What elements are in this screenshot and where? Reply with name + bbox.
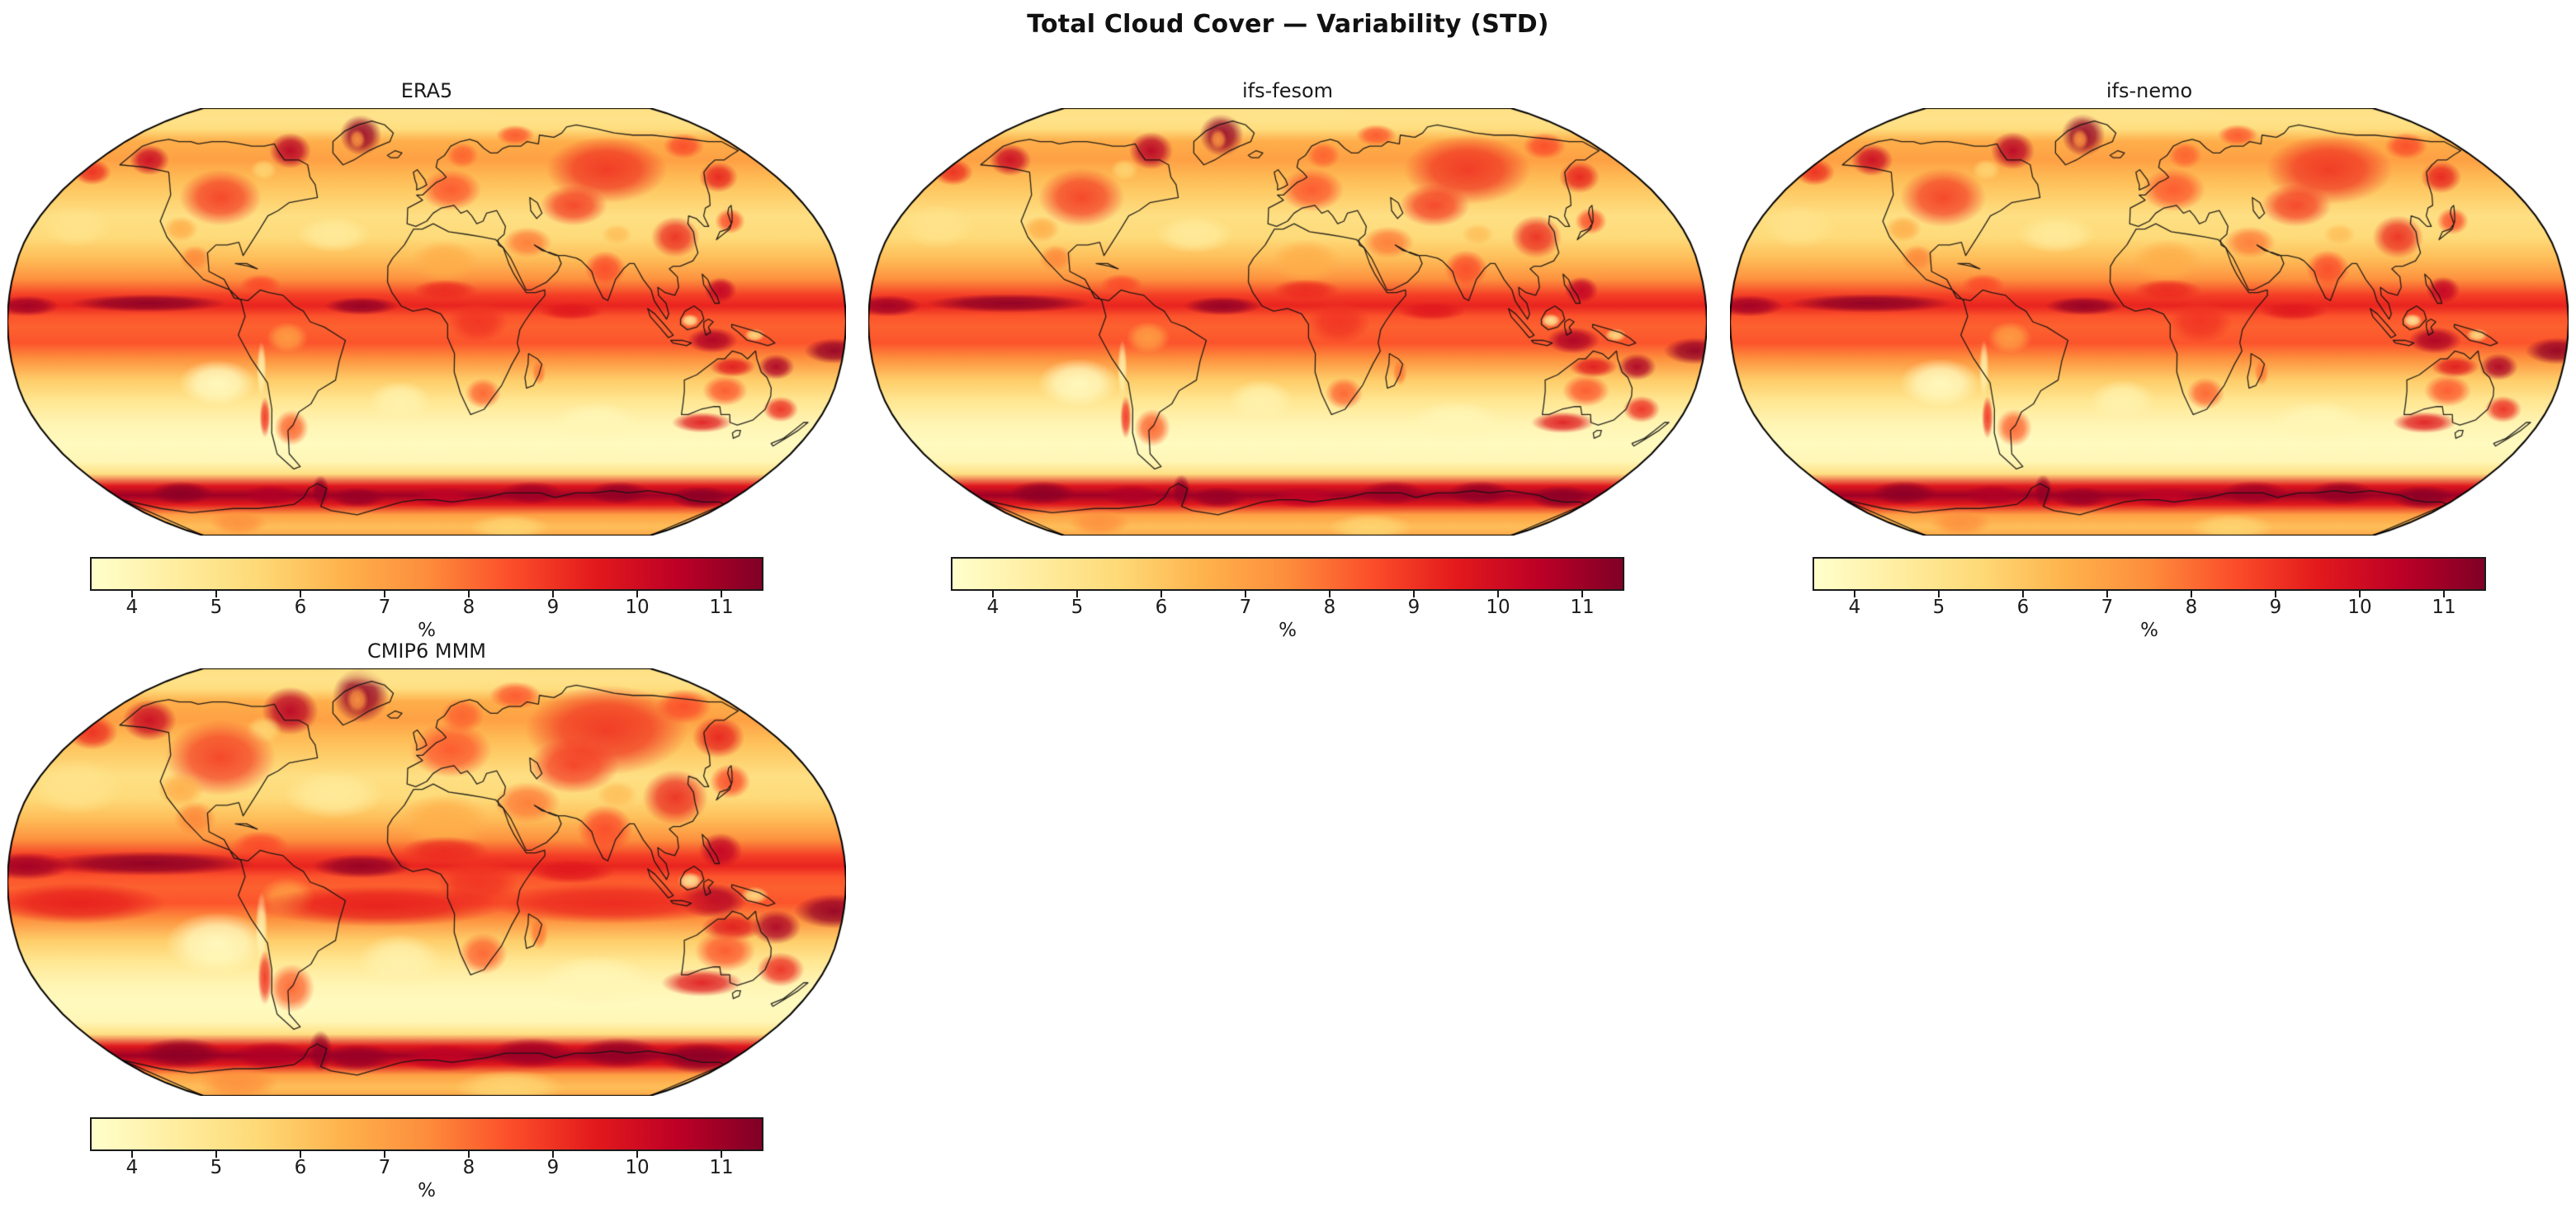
colorbar-tick-label: 10 — [1486, 597, 1510, 618]
colorbar-tick-mark — [1854, 591, 1855, 597]
colorbar-tick-label: 5 — [1932, 597, 1945, 618]
colorbar-tick-label: 5 — [1071, 597, 1084, 618]
colorbar-tick-mark — [1413, 591, 1415, 597]
ifs-fesom-colorbar-unit-label: % — [1279, 620, 1297, 641]
colorbar-tick-mark — [721, 1151, 722, 1158]
colorbar-tick-mark — [2106, 591, 2108, 597]
colorbar-tick-label: 6 — [294, 597, 307, 618]
figure-title: Total Cloud Cover — Variability (STD) — [1027, 10, 1549, 39]
colorbar-tick-label: 7 — [378, 1157, 391, 1178]
colorbar-tick-label: 10 — [2347, 597, 2372, 618]
colorbar-tick-mark — [468, 1151, 470, 1158]
colorbar-tick-label: 7 — [378, 597, 391, 618]
colorbar-tick-mark — [721, 591, 722, 597]
colorbar-tick-mark — [992, 591, 994, 597]
colorbar-tick-label: 6 — [294, 1157, 307, 1178]
panel-title-era5: ERA5 — [400, 79, 453, 102]
era5-colorbar-unit-label: % — [418, 620, 436, 641]
colorbar-tick-mark — [215, 591, 217, 597]
ifs-fesom-colorbar: % 4 5 6 7 8 9 10 11 — [951, 557, 1624, 648]
panel-title-cmip6-mmm: CMIP6 MMM — [366, 640, 487, 663]
colorbar-tick-label: 8 — [1323, 597, 1336, 618]
colorbar-tick-label: 7 — [1239, 597, 1252, 618]
colorbar-tick-mark — [2275, 591, 2276, 597]
colorbar-tick-label: 4 — [986, 597, 1000, 618]
colorbar-tick-mark — [2359, 591, 2361, 597]
ifs-nemo-colorbar-unit-label: % — [2140, 620, 2158, 641]
colorbar-tick-label: 9 — [1407, 597, 1420, 618]
colorbar-tick-mark — [552, 1151, 554, 1158]
cmip6-mmm-colorbar-gradient — [90, 1117, 763, 1151]
colorbar-tick-mark — [384, 1151, 385, 1158]
colorbar-tick-label: 4 — [125, 1157, 139, 1178]
colorbar-tick-label: 11 — [1570, 597, 1595, 618]
colorbar-tick-label: 11 — [709, 1157, 734, 1178]
panel-title-ifs-nemo: ifs-nemo — [2106, 79, 2193, 102]
colorbar-tick-label: 5 — [210, 1157, 223, 1178]
ifs-fesom-map-canvas — [868, 108, 1707, 536]
colorbar-tick-label: 9 — [546, 1157, 560, 1178]
cmip6-mmm-colorbar: % 4 5 6 7 8 9 10 11 — [90, 1117, 763, 1208]
colorbar-tick-mark — [2443, 591, 2445, 597]
ifs-fesom-colorbar-gradient — [951, 557, 1624, 591]
colorbar-tick-mark — [636, 591, 638, 597]
era5-map-canvas — [7, 108, 846, 536]
colorbar-tick-label: 8 — [2185, 597, 2198, 618]
colorbar-tick-label: 6 — [2016, 597, 2030, 618]
colorbar-tick-mark — [468, 591, 470, 597]
colorbar-tick-mark — [636, 1151, 638, 1158]
colorbar-tick-mark — [300, 1151, 301, 1158]
colorbar-tick-label: 7 — [2101, 597, 2114, 618]
colorbar-tick-label: 4 — [1848, 597, 1861, 618]
colorbar-tick-mark — [2022, 591, 2024, 597]
colorbar-tick-mark — [1329, 591, 1331, 597]
colorbar-tick-mark — [2191, 591, 2192, 597]
colorbar-tick-label: 11 — [2432, 597, 2456, 618]
colorbar-tick-label: 9 — [2269, 597, 2282, 618]
cmip6-mmm-colorbar-unit-label: % — [418, 1180, 436, 1201]
ifs-nemo-map-canvas — [1730, 108, 2569, 536]
colorbar-tick-label: 10 — [625, 597, 650, 618]
colorbar-tick-label: 8 — [462, 597, 475, 618]
colorbar-tick-label: 11 — [709, 597, 734, 618]
colorbar-tick-mark — [215, 1151, 217, 1158]
colorbar-tick-label: 4 — [125, 597, 139, 618]
colorbar-tick-mark — [131, 1151, 133, 1158]
colorbar-tick-mark — [384, 591, 385, 597]
colorbar-tick-mark — [1160, 591, 1162, 597]
colorbar-tick-mark — [131, 591, 133, 597]
colorbar-tick-label: 9 — [546, 597, 560, 618]
ifs-nemo-colorbar-gradient — [1813, 557, 2486, 591]
colorbar-tick-mark — [1938, 591, 1940, 597]
colorbar-tick-label: 5 — [210, 597, 223, 618]
panel-title-ifs-fesom: ifs-fesom — [1241, 79, 1334, 102]
cmip6-mmm-map-canvas — [7, 668, 846, 1096]
colorbar-tick-label: 6 — [1155, 597, 1168, 618]
colorbar-tick-mark — [1581, 591, 1583, 597]
colorbar-tick-mark — [552, 591, 554, 597]
era5-colorbar: % 4 5 6 7 8 9 10 11 — [90, 557, 763, 648]
colorbar-tick-mark — [1076, 591, 1078, 597]
colorbar-tick-mark — [1245, 591, 1246, 597]
ifs-nemo-colorbar: % 4 5 6 7 8 9 10 11 — [1813, 557, 2486, 648]
colorbar-tick-mark — [1497, 591, 1499, 597]
colorbar-tick-mark — [300, 591, 301, 597]
colorbar-tick-label: 8 — [462, 1157, 475, 1178]
colorbar-tick-label: 10 — [625, 1157, 650, 1178]
era5-colorbar-gradient — [90, 557, 763, 591]
